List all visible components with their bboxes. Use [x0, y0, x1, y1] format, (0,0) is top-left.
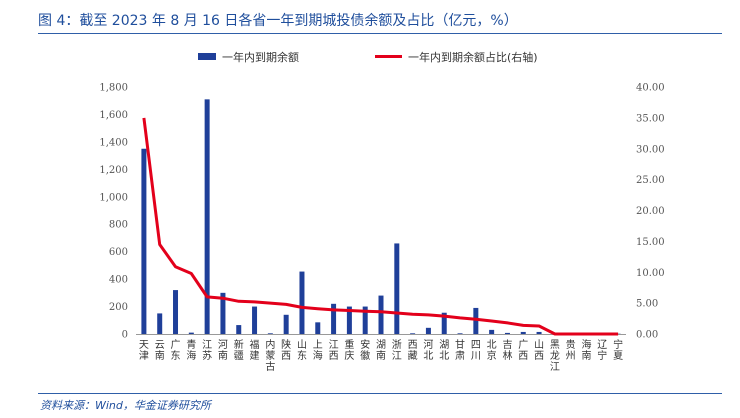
bar [188, 332, 194, 334]
bar [346, 306, 352, 334]
category-label: 湖北 [439, 339, 449, 362]
bar [252, 306, 258, 334]
category-label: 新疆 [234, 338, 244, 362]
category-label: 内蒙古 [265, 338, 275, 373]
legend: 一年内到期余额 一年内到期余额占比(右轴) [198, 50, 538, 64]
bar [520, 331, 526, 334]
category-label: 天津 [139, 340, 149, 362]
bar [457, 333, 463, 334]
category-label: 云南 [155, 340, 165, 362]
left-axis-tick-label: 800 [109, 220, 128, 231]
bar [204, 99, 210, 334]
left-axis-tick-label: 600 [109, 247, 128, 258]
category-label: 山东 [297, 339, 307, 362]
bar [410, 333, 416, 334]
category-label: 黑龙江 [550, 339, 560, 373]
category-label: 河南 [218, 339, 228, 362]
bar [315, 322, 321, 334]
bar [536, 331, 542, 334]
category-label: 贵州 [566, 338, 576, 362]
chart-title: 图 4：截至 2023 年 8 月 16 日各省一年到期城投债余额及占比（亿元，… [38, 13, 518, 29]
left-axis-tick-label: 1,800 [99, 83, 128, 94]
bar [489, 329, 495, 334]
left-axis-tick-label: 400 [109, 275, 128, 286]
left-axis-tick-label: 0 [122, 330, 128, 341]
category-label: 江苏 [202, 339, 212, 362]
bar [299, 271, 305, 334]
category-label: 福建 [250, 338, 260, 362]
category-label: 安徽 [360, 338, 370, 362]
right-axis-tick-label: 20.00 [636, 206, 665, 217]
left-axis-tick-label: 1,600 [99, 110, 128, 121]
category-label: 广东 [171, 339, 181, 362]
right-axis-tick-label: 15.00 [636, 237, 665, 248]
bar [157, 313, 163, 334]
legend-bar-label: 一年内到期余额 [222, 50, 299, 64]
bar [504, 332, 510, 334]
bar [331, 303, 337, 334]
legend-line-label: 一年内到期余额占比(右轴) [408, 50, 538, 64]
bar [425, 327, 431, 334]
right-axis-tick-label: 30.00 [636, 144, 665, 155]
ratio-line [142, 117, 619, 336]
category-label: 吉林 [502, 339, 512, 362]
bar [267, 333, 273, 334]
left-axis-tick-label: 1,400 [99, 137, 128, 148]
left-axis-tick-label: 200 [109, 302, 128, 313]
category-label: 辽宁 [597, 339, 607, 362]
category-label: 陕西 [281, 338, 291, 362]
category-label: 山西 [534, 339, 544, 362]
bar [362, 306, 368, 334]
left-axis-tick-label: 1,200 [99, 165, 128, 176]
bar [394, 243, 400, 334]
category-label: 甘肃 [455, 338, 465, 362]
right-axis-tick-label: 35.00 [636, 113, 665, 124]
category-label: 青海 [186, 338, 196, 362]
category-label: 海南 [581, 338, 591, 362]
bar [236, 325, 242, 334]
category-label: 湖南 [376, 339, 386, 362]
right-axis-tick-label: 40.00 [636, 83, 665, 94]
category-label: 西藏 [408, 340, 418, 362]
category-label: 浙江 [392, 339, 402, 362]
bar [441, 312, 447, 334]
bar [283, 314, 289, 334]
bar [473, 307, 479, 334]
source-note: 资料来源：Wind，华金证券研究所 [40, 399, 211, 412]
title-rule [38, 33, 722, 34]
right-axis-tick-label: 10.00 [636, 268, 665, 279]
left-axis-tick-label: 1,000 [99, 192, 128, 203]
right-axis-tick-label: 25.00 [636, 175, 665, 186]
category-label: 江西 [329, 339, 339, 362]
bar [141, 148, 147, 334]
category-label: 四川 [471, 340, 481, 362]
right-axis-tick-label: 5.00 [636, 299, 658, 310]
bar [220, 292, 226, 334]
category-label: 河北 [423, 339, 433, 362]
footer-rule [38, 393, 722, 394]
category-label: 重庆 [344, 338, 354, 362]
bar [378, 295, 384, 334]
category-label: 广西 [518, 339, 528, 362]
legend-bar-swatch [198, 53, 216, 60]
category-label: 上海 [313, 339, 323, 362]
category-label: 宁夏 [613, 338, 623, 362]
bar [173, 290, 179, 334]
right-axis-tick-label: 0.00 [636, 330, 658, 341]
category-label: 北京 [487, 339, 497, 362]
